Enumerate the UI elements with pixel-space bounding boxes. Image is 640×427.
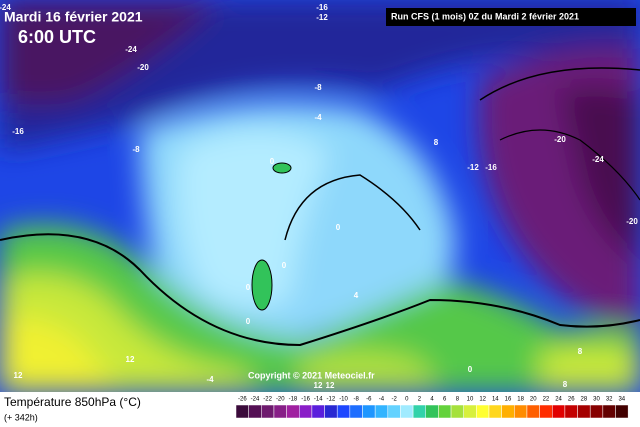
- scale-swatch: [425, 404, 439, 419]
- contour-label: -20: [626, 217, 638, 226]
- scale-label: 14: [492, 397, 499, 403]
- scale-swatch: [248, 404, 262, 419]
- scale-label: 10: [467, 397, 474, 403]
- scale-swatch: [552, 404, 566, 419]
- contour-label: -24: [125, 45, 137, 54]
- scale-swatch: [374, 404, 389, 419]
- scale-label: -10: [339, 397, 348, 403]
- scale-swatch: [311, 404, 325, 419]
- scale-swatch: [577, 404, 591, 419]
- scale-label: 2: [418, 397, 422, 403]
- scale-label: 28: [581, 397, 588, 403]
- scale-label: -24: [251, 397, 260, 403]
- contour-label: -4: [314, 113, 322, 122]
- copyright: Copyright © 2021 Meteociel.fr: [248, 370, 375, 380]
- scale-swatch: [450, 404, 464, 419]
- scale-label: 20: [530, 397, 537, 403]
- contour-label: 12: [326, 381, 335, 390]
- scale-swatch: [526, 404, 540, 419]
- contour-label: -8: [132, 145, 140, 154]
- contour-label: -20: [554, 135, 566, 144]
- scale-swatch: [539, 404, 553, 419]
- contour-label: 12: [14, 371, 23, 380]
- contour-label: -4: [206, 375, 214, 384]
- contour-label: -12: [316, 13, 328, 22]
- scale-label: 26: [568, 397, 575, 403]
- date: Mardi 16 février 2021: [4, 9, 143, 25]
- contour-label: -20: [137, 63, 149, 72]
- scale-label: 22: [543, 397, 550, 403]
- scale-label: -2: [391, 397, 397, 403]
- scale-label: -8: [354, 397, 360, 403]
- scale-swatch: [349, 404, 363, 419]
- contour-label: -16: [12, 127, 24, 136]
- scale-label: -16: [301, 397, 310, 403]
- scale-label: -22: [263, 397, 272, 403]
- scale-label: 18: [517, 397, 524, 403]
- map: [0, 0, 640, 392]
- scale-swatch: [299, 404, 313, 419]
- scale-swatch: [286, 404, 300, 419]
- scale-swatch: [324, 404, 338, 419]
- scale-label: 34: [618, 397, 625, 403]
- scale-label: 30: [593, 397, 600, 403]
- scale-swatch: [235, 404, 249, 419]
- contour-label: 8: [434, 138, 439, 147]
- contour-label: -24: [0, 3, 11, 12]
- contour-label: 0: [246, 283, 251, 292]
- contour-label: -16: [485, 163, 497, 172]
- scale-swatch: [400, 404, 414, 419]
- contour-label: 0: [336, 223, 341, 232]
- scale-label: 6: [443, 397, 447, 403]
- scale-swatch: [261, 404, 275, 419]
- scale-label: -6: [366, 397, 372, 403]
- contour-label: 12: [126, 355, 135, 364]
- contour-label: 12: [314, 381, 323, 390]
- scale-label: -18: [289, 397, 298, 403]
- scale-label: -20: [276, 397, 285, 403]
- scale-swatch: [463, 404, 477, 419]
- scale-label: -14: [314, 397, 323, 403]
- scale-label: -26: [238, 397, 247, 403]
- scale-label: 32: [606, 397, 613, 403]
- contour-label: 0: [270, 157, 275, 166]
- contour-label: 8: [578, 347, 583, 356]
- scale-label: 16: [505, 397, 512, 403]
- scale-swatch: [514, 404, 528, 419]
- contour-label: 0: [246, 317, 251, 326]
- scale-swatch: [615, 404, 629, 419]
- contour-label: 0: [282, 261, 287, 270]
- run-info: Run CFS (1 mois) 0Z du Mardi 2 février 2…: [391, 11, 579, 21]
- scale-swatch: [488, 404, 502, 419]
- scale-label: 0: [405, 397, 409, 403]
- contour-label: -8: [314, 83, 322, 92]
- time: 6:00 UTC: [18, 27, 96, 47]
- scale-swatch: [387, 404, 401, 419]
- scale-swatch: [438, 404, 452, 419]
- scale-label: -12: [327, 397, 336, 403]
- contour-label: -12: [467, 163, 479, 172]
- footer-title: Température 850hPa (°C): [4, 395, 141, 409]
- scale-label: -4: [379, 397, 385, 403]
- scale-swatch: [602, 404, 616, 419]
- scale-label: 12: [479, 397, 486, 403]
- scale-swatch: [564, 404, 578, 419]
- contour-label: 4: [354, 291, 359, 300]
- scale-label: 4: [430, 397, 434, 403]
- lead-time: (+ 342h): [4, 412, 38, 422]
- scale-swatch: [476, 404, 490, 419]
- scale-swatch: [336, 404, 351, 419]
- scale-swatch: [362, 404, 376, 419]
- contour-label: 8: [563, 380, 568, 389]
- contour-label: -24: [592, 155, 604, 164]
- scale-swatch: [501, 404, 515, 419]
- scale-swatch: [273, 404, 287, 419]
- scale-label: 24: [555, 397, 562, 403]
- contour-label: -16: [316, 3, 328, 12]
- contour-label: 0: [468, 365, 473, 374]
- scale-label: 8: [456, 397, 460, 403]
- scale-swatch: [412, 404, 427, 419]
- scale-swatch: [589, 404, 604, 419]
